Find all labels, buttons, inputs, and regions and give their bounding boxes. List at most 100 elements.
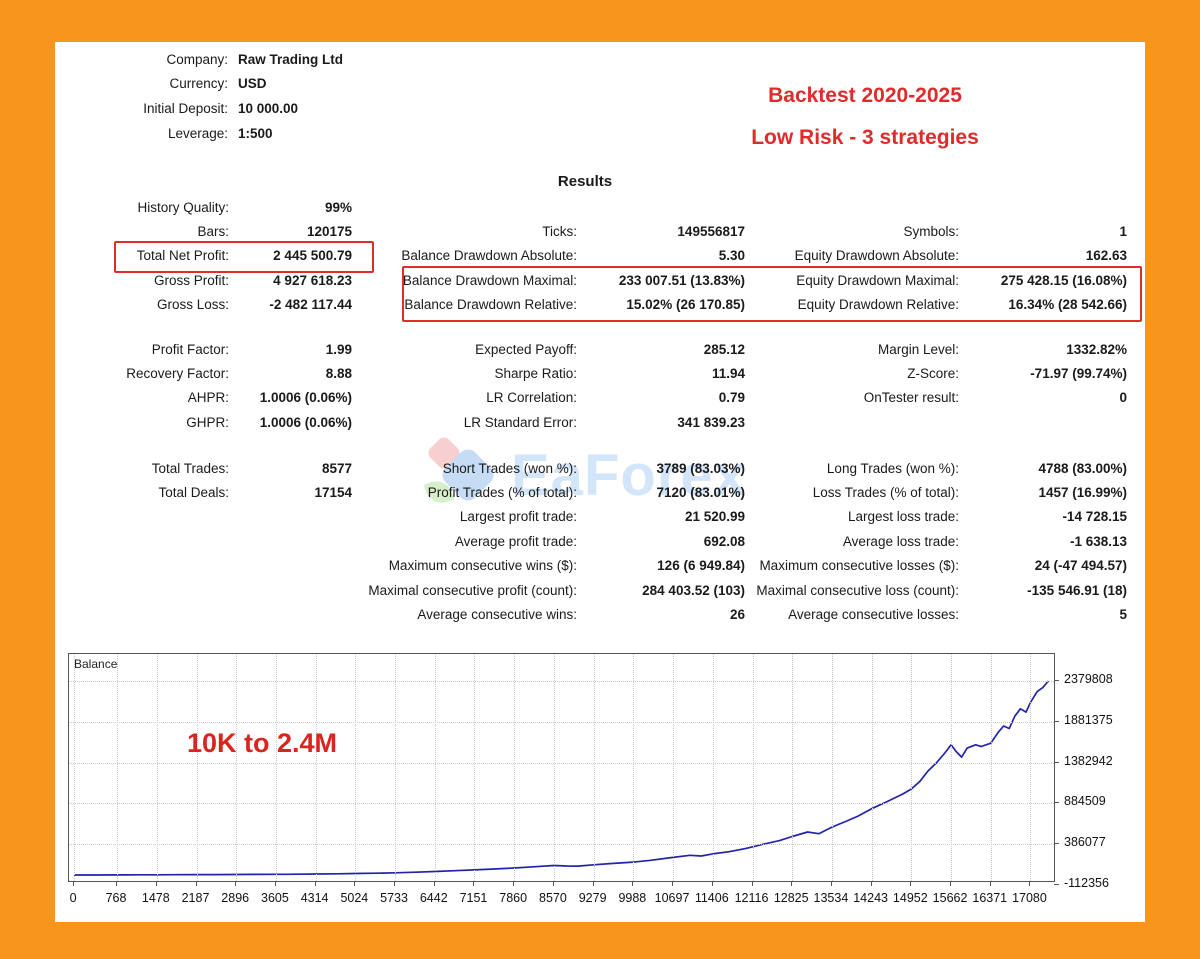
x-axis-label: 13534 bbox=[813, 891, 849, 905]
v-gridline bbox=[117, 654, 119, 881]
balance-curve-svg bbox=[74, 680, 1050, 876]
y-tick-mark bbox=[1054, 802, 1059, 804]
stat-label: Largest profit trade: bbox=[459, 509, 577, 525]
x-axis-label: 5024 bbox=[340, 891, 369, 905]
stat-row: Balance Drawdown Maximal: 233 007.51 (13… bbox=[345, 268, 745, 292]
v-gridline bbox=[355, 654, 357, 881]
x-tick-mark bbox=[73, 881, 75, 886]
x-axis-label: 768 bbox=[105, 891, 127, 905]
balance-curve-line bbox=[74, 680, 1050, 876]
stat-value: -14 728.15 bbox=[1062, 509, 1127, 525]
account-value: USD bbox=[238, 76, 267, 92]
stat-row: Average consecutive wins: 26 bbox=[345, 602, 745, 626]
stat-value: 99% bbox=[324, 199, 352, 215]
stat-label: AHPR: bbox=[187, 390, 229, 406]
x-axis-label: 7860 bbox=[499, 891, 528, 905]
stat-value: 341 839.23 bbox=[677, 414, 745, 430]
x-axis-label: 12116 bbox=[734, 891, 769, 905]
stat-label: Total Net Profit: bbox=[136, 248, 229, 264]
stat-label: Short Trades (won %): bbox=[442, 460, 577, 476]
stat-label: History Quality: bbox=[137, 199, 229, 215]
stat-value: 1457 (16.99%) bbox=[1038, 485, 1127, 501]
stat-value: 7120 (83.01%) bbox=[656, 485, 745, 501]
stat-row: Maximal consecutive loss (count): -135 5… bbox=[727, 578, 1127, 602]
account-label: Initial Deposit: bbox=[143, 100, 228, 116]
stat-value: 162.63 bbox=[1085, 248, 1127, 264]
stat-label: Balance Drawdown Absolute: bbox=[401, 248, 577, 264]
stat-value: 8.88 bbox=[325, 366, 352, 382]
stat-value: 120175 bbox=[306, 224, 352, 240]
stats-block3-right: Long Trades (won %): 4788 (83.00%) Loss … bbox=[727, 456, 1127, 627]
x-tick-mark bbox=[274, 881, 276, 886]
x-axis-label: 10697 bbox=[654, 891, 690, 905]
stats-block2-right: Margin Level: 1332.82% Z-Score: -71.97 (… bbox=[727, 337, 1127, 410]
stat-row: Sharpe Ratio: 11.94 bbox=[345, 361, 745, 385]
v-gridline bbox=[196, 654, 198, 881]
v-gridline bbox=[990, 654, 992, 881]
stat-row: Largest loss trade: -14 728.15 bbox=[727, 505, 1127, 529]
y-axis-label: 1881375 bbox=[1064, 712, 1113, 727]
chart-plot-area: Balance 10K to 2.4M bbox=[68, 653, 1055, 882]
y-axis-label: 884509 bbox=[1064, 794, 1106, 809]
stat-row: Balance Drawdown Absolute: 5.30 bbox=[345, 244, 745, 268]
v-gridline bbox=[434, 654, 436, 881]
y-axis-label: 1382942 bbox=[1064, 753, 1113, 768]
x-tick-mark bbox=[910, 881, 912, 886]
stats-block3-mid: Short Trades (won %): 3789 (83.03%) Prof… bbox=[345, 456, 745, 627]
account-info: Company: Raw Trading Ltd Currency: USD I… bbox=[70, 47, 490, 145]
x-axis-label: 0 bbox=[69, 891, 77, 905]
stat-row: Bars: 120175 bbox=[70, 219, 352, 243]
stat-label: Equity Drawdown Maximal: bbox=[796, 272, 959, 288]
stat-row: Long Trades (won %): 4788 (83.00%) bbox=[727, 456, 1127, 480]
stat-value: 4 927 618.23 bbox=[273, 272, 352, 288]
stat-label: Profit Factor: bbox=[151, 341, 229, 357]
x-tick-mark bbox=[592, 881, 594, 886]
chart-series-label: Balance bbox=[74, 657, 118, 671]
v-gridline bbox=[752, 654, 754, 881]
stat-row: Largest profit trade: 21 520.99 bbox=[345, 505, 745, 529]
stat-value: -71.97 (99.74%) bbox=[1030, 366, 1127, 382]
stat-row: Profit Factor: 1.99 bbox=[70, 337, 352, 361]
x-tick-mark bbox=[116, 881, 118, 886]
v-gridline bbox=[712, 654, 714, 881]
stat-value: 692.08 bbox=[703, 533, 745, 549]
stat-row: Loss Trades (% of total): 1457 (16.99%) bbox=[727, 480, 1127, 504]
stat-value: -2 482 117.44 bbox=[269, 297, 352, 313]
x-tick-mark bbox=[552, 881, 554, 886]
x-axis-label: 1478 bbox=[141, 891, 170, 905]
x-tick-mark bbox=[830, 881, 832, 886]
stat-label: Average consecutive losses: bbox=[788, 607, 959, 623]
stat-value: 0 bbox=[1119, 390, 1127, 406]
stat-row: Profit Trades (% of total): 7120 (83.01%… bbox=[345, 480, 745, 504]
x-tick-mark bbox=[989, 881, 991, 886]
stat-label: Maximum consecutive wins ($): bbox=[388, 558, 577, 574]
account-label: Currency: bbox=[169, 76, 228, 92]
stat-row: AHPR: 1.0006 (0.06%) bbox=[70, 386, 352, 410]
x-tick-mark bbox=[513, 881, 515, 886]
stat-value: 1.99 bbox=[325, 341, 352, 357]
x-axis-label: 8570 bbox=[539, 891, 567, 905]
stat-label: Margin Level: bbox=[877, 341, 959, 357]
x-axis-label: 5733 bbox=[380, 891, 408, 905]
stat-row: LR Standard Error: 341 839.23 bbox=[345, 410, 745, 434]
stat-row: Expected Payoff: 285.12 bbox=[345, 337, 745, 361]
stat-row: Margin Level: 1332.82% bbox=[727, 337, 1127, 361]
stat-label: Expected Payoff: bbox=[475, 341, 577, 357]
y-axis-label: 2379808 bbox=[1064, 672, 1113, 687]
stat-value: 126 (6 949.84) bbox=[657, 558, 745, 574]
stat-row: Average consecutive losses: 5 bbox=[727, 602, 1127, 626]
stat-row: Maximum consecutive wins ($): 126 (6 949… bbox=[345, 554, 745, 578]
banner-line-2: Low Risk - 3 strategies bbox=[751, 126, 979, 149]
stat-row: Equity Drawdown Relative: 16.34% (28 542… bbox=[727, 293, 1127, 317]
stat-label: Maximum consecutive losses ($): bbox=[759, 558, 959, 574]
v-gridline bbox=[514, 654, 516, 881]
stat-value: 0.79 bbox=[718, 390, 745, 406]
stat-label: Largest loss trade: bbox=[847, 509, 959, 525]
y-axis-label: -112356 bbox=[1064, 876, 1109, 890]
v-gridline bbox=[553, 654, 555, 881]
h-gridline bbox=[69, 681, 1054, 683]
stat-label: Average loss trade: bbox=[842, 533, 959, 549]
account-row: Currency: USD bbox=[70, 72, 490, 97]
h-gridline bbox=[69, 721, 1054, 723]
